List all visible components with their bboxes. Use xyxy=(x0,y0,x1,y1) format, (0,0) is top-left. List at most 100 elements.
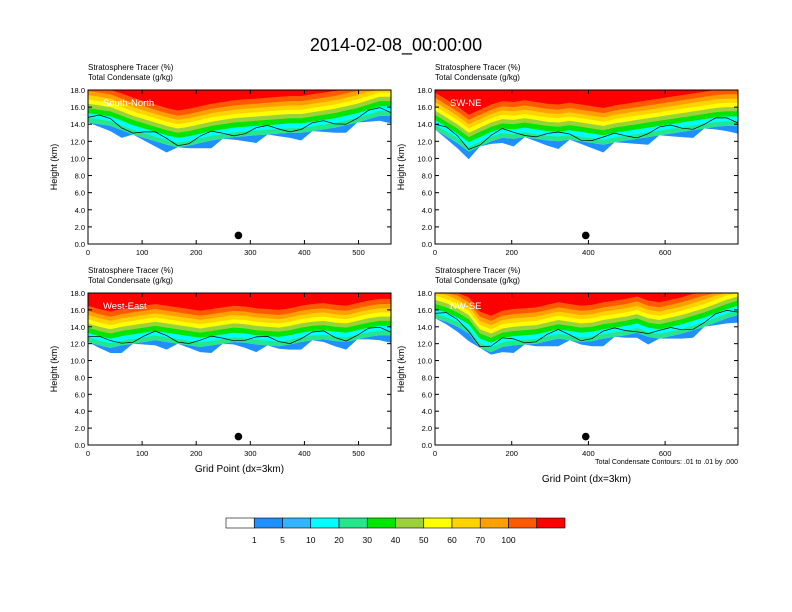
condensate-contour xyxy=(88,326,391,344)
y-tick-label: 16.0 xyxy=(417,306,432,315)
colorbar-box xyxy=(366,517,396,529)
figure-title: 2014-02-08_00:00:00 xyxy=(310,35,482,56)
colorbar-box xyxy=(536,517,566,529)
colorbar-label: 5 xyxy=(280,535,285,545)
tracer-fringe xyxy=(435,315,738,355)
x-tick-label: 300 xyxy=(244,449,257,458)
y-tick-label: 10.0 xyxy=(417,154,432,163)
y-tick-label: 4.0 xyxy=(75,407,85,416)
tracer-fill xyxy=(435,293,738,355)
y-tick-label: 8.0 xyxy=(75,172,85,181)
colorbar-box xyxy=(310,517,340,529)
tracer-layer-9 xyxy=(435,293,738,316)
y-tick-label: 12.0 xyxy=(417,340,432,349)
panel-label: West-East xyxy=(103,301,147,312)
y-tick-label: 2.0 xyxy=(75,424,85,433)
y-tick-label: 16.0 xyxy=(70,103,85,112)
colorbar-label: 40 xyxy=(391,535,401,545)
y-tick-label: 18.0 xyxy=(70,289,85,298)
plot-frame xyxy=(87,292,392,446)
colorbar: 1 5 10 20 30 40 50 60 70 100 xyxy=(225,517,566,545)
colorbar-label: 20 xyxy=(334,535,344,545)
colorbar-label: 1 xyxy=(252,535,257,545)
y-tick-label: 0.0 xyxy=(75,441,85,450)
panel-title-line-1: Stratosphere Tracer (%) xyxy=(435,266,521,275)
panel-1: 0.0 2.0 4.0 6.0 8.0 10.0 12.0 14.0 16.0 18.0 0 100 2… xyxy=(49,63,392,257)
x-tick-label: 400 xyxy=(582,449,595,458)
panel-title-line-1: Stratosphere Tracer (%) xyxy=(88,266,174,275)
x-tick-label: 200 xyxy=(190,248,203,257)
x-tick-label: 200 xyxy=(190,449,203,458)
panel-title-line-1: Stratosphere Tracer (%) xyxy=(435,63,521,72)
condensate-contour xyxy=(88,107,391,147)
colorbar-box xyxy=(225,517,255,529)
y-tick-label: 16.0 xyxy=(70,306,85,315)
tracer-fill xyxy=(435,90,738,160)
y-tick-label: 2.0 xyxy=(422,223,432,232)
panel-label: SW-NE xyxy=(450,98,482,109)
y-tick-label: 6.0 xyxy=(75,390,85,399)
y-tick-label: 8.0 xyxy=(75,373,85,382)
x-tick-label: 500 xyxy=(352,248,365,257)
y-tick-label: 0.0 xyxy=(75,240,85,249)
plot-frame xyxy=(434,89,739,245)
y-tick-label: 4.0 xyxy=(422,407,432,416)
panel-title-line-1: Stratosphere Tracer (%) xyxy=(88,63,174,72)
tracer-fringe xyxy=(435,125,738,160)
y-axis-label: Height (km) xyxy=(49,144,59,191)
x-tick-label: 0 xyxy=(86,248,90,257)
x-tick-label: 0 xyxy=(86,449,90,458)
location-marker xyxy=(581,231,590,240)
y-tick-label: 14.0 xyxy=(70,323,85,332)
y-tick-label: 10.0 xyxy=(70,357,85,366)
panels: 0.0 2.0 4.0 6.0 8.0 10.0 12.0 14.0 16.0 18.0 0 100 2… xyxy=(49,63,739,485)
plot-frame xyxy=(87,89,392,245)
x-tick-label: 600 xyxy=(659,449,672,458)
colorbar-box xyxy=(253,517,283,529)
y-tick-label: 2.0 xyxy=(422,424,432,433)
colorbar-box xyxy=(395,517,425,529)
x-tick-label: 400 xyxy=(298,449,311,458)
y-tick-label: 4.0 xyxy=(422,206,432,215)
x-tick-label: 400 xyxy=(298,248,311,257)
panel-title-line-2: Total Condensate (g/kg) xyxy=(88,276,173,285)
colorbar-box xyxy=(508,517,538,529)
x-tick-label: 300 xyxy=(244,248,257,257)
y-tick-label: 14.0 xyxy=(70,120,85,129)
condensate-contour xyxy=(435,310,738,347)
colorbar-box xyxy=(479,517,509,529)
y-tick-label: 18.0 xyxy=(417,86,432,95)
y-tick-label: 6.0 xyxy=(422,390,432,399)
y-axis-label: Height (km) xyxy=(396,346,406,393)
colorbar-box xyxy=(423,517,453,529)
y-tick-label: 0.0 xyxy=(422,441,432,450)
colorbar-label: 10 xyxy=(306,535,316,545)
y-tick-label: 4.0 xyxy=(75,206,85,215)
y-tick-label: 14.0 xyxy=(417,323,432,332)
colorbar-label: 50 xyxy=(419,535,429,545)
location-marker xyxy=(234,231,243,240)
x-tick-label: 0 xyxy=(433,449,437,458)
tracer-layer-9 xyxy=(435,90,738,115)
y-tick-label: 18.0 xyxy=(70,86,85,95)
colorbar-label: 70 xyxy=(476,535,486,545)
y-tick-label: 12.0 xyxy=(417,137,432,146)
panel-4: 0.0 2.0 4.0 6.0 8.0 10.0 12.0 14.0 16.0 18.0 0 200 4… xyxy=(396,266,739,485)
y-tick-label: 2.0 xyxy=(75,223,85,232)
location-marker xyxy=(234,432,243,441)
x-tick-label: 200 xyxy=(505,248,518,257)
location-marker xyxy=(581,432,590,441)
x-tick-label: 600 xyxy=(659,248,672,257)
y-tick-label: 6.0 xyxy=(422,189,432,198)
y-tick-label: 16.0 xyxy=(417,103,432,112)
y-tick-label: 8.0 xyxy=(422,172,432,181)
y-tick-label: 10.0 xyxy=(417,357,432,366)
y-tick-label: 12.0 xyxy=(70,137,85,146)
plot-frame xyxy=(434,292,739,446)
y-tick-label: 10.0 xyxy=(70,154,85,163)
colorbar-box xyxy=(282,517,312,529)
y-tick-label: 8.0 xyxy=(422,373,432,382)
x-axis-label: Grid Point (dx=3km) xyxy=(542,474,631,485)
condensate-contour xyxy=(435,117,738,150)
